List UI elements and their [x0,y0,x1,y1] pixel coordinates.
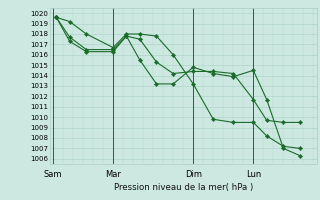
X-axis label: Pression niveau de la mer( hPa ): Pression niveau de la mer( hPa ) [114,183,253,192]
